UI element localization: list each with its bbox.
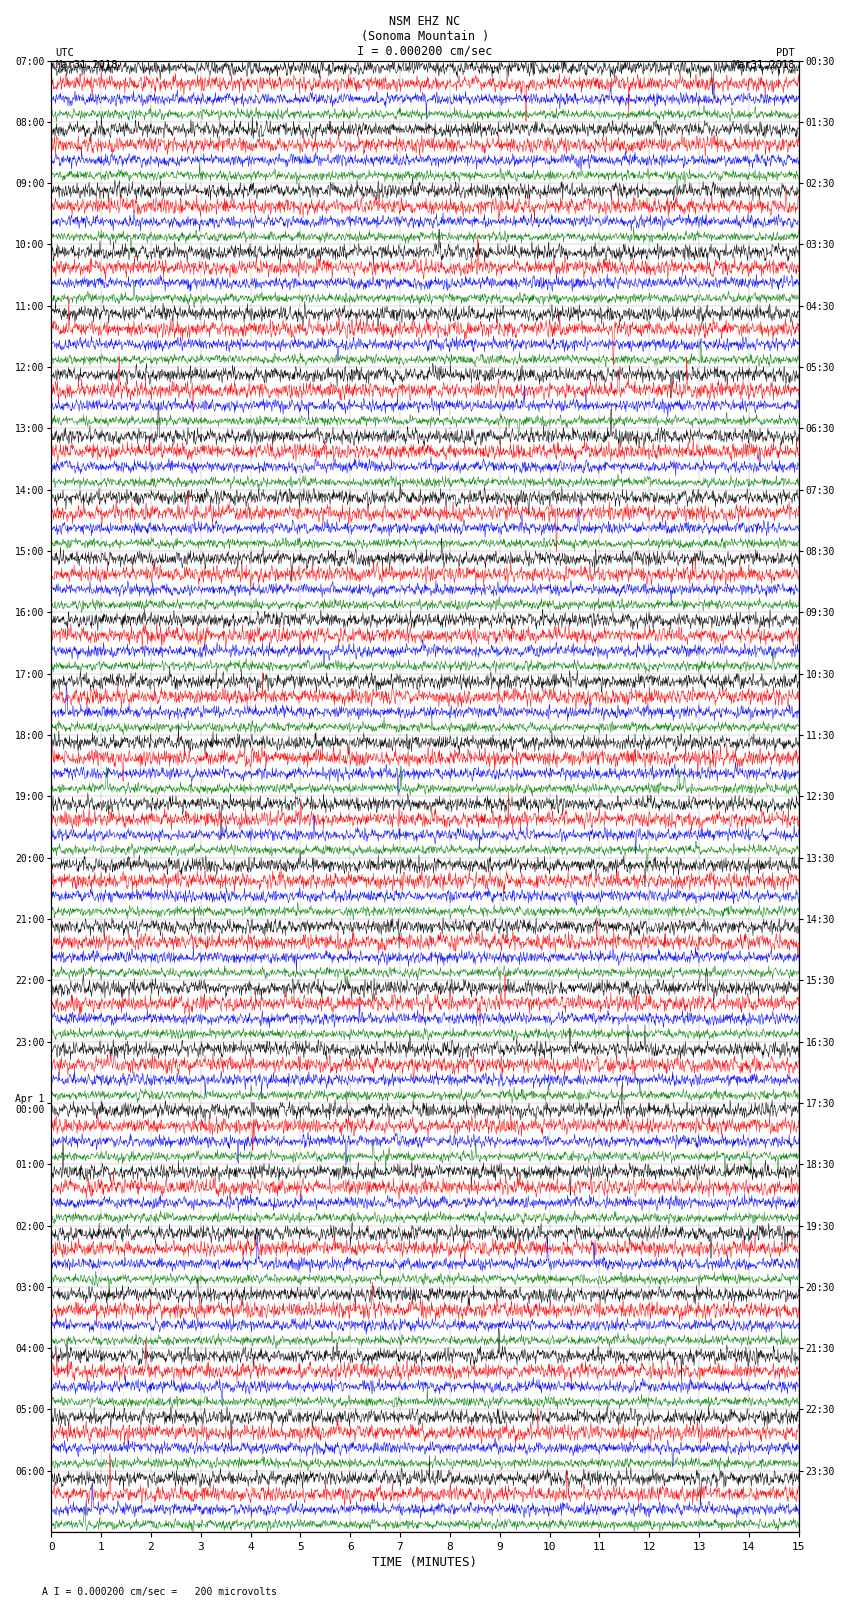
X-axis label: TIME (MINUTES): TIME (MINUTES) <box>372 1557 478 1569</box>
Text: A I = 0.000200 cm/sec =   200 microvolts: A I = 0.000200 cm/sec = 200 microvolts <box>42 1587 277 1597</box>
Text: PDT: PDT <box>776 48 795 58</box>
Text: Mar31,2018: Mar31,2018 <box>55 60 118 69</box>
Text: Mar31,2018: Mar31,2018 <box>732 60 795 69</box>
Title: NSM EHZ NC
(Sonoma Mountain )
I = 0.000200 cm/sec: NSM EHZ NC (Sonoma Mountain ) I = 0.0002… <box>357 15 493 58</box>
Text: UTC: UTC <box>55 48 74 58</box>
